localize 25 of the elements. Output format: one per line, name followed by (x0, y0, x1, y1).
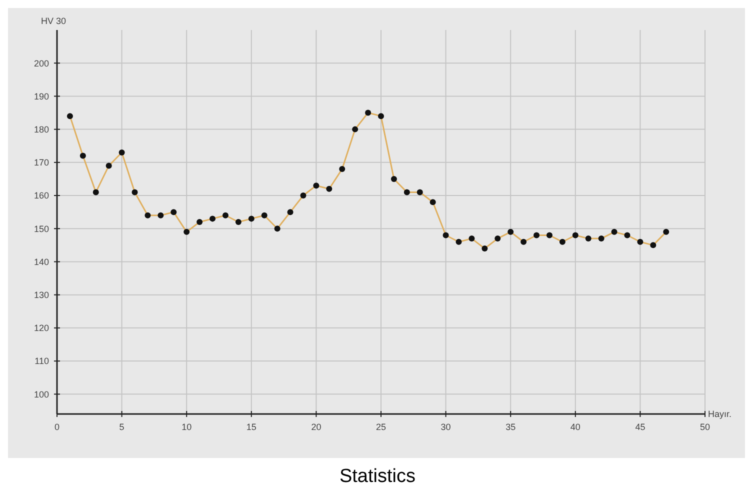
y-tick-label: 160 (34, 190, 49, 201)
x-tick-label: 50 (700, 422, 710, 432)
y-tick-label: 180 (34, 124, 49, 134)
x-tick-label: 25 (376, 422, 386, 432)
y-tick-label: 200 (34, 58, 49, 68)
x-tick-label: 10 (182, 422, 192, 432)
x-tick-label: 35 (506, 422, 516, 432)
y-tick-label: 170 (34, 158, 49, 168)
y-tick-label: 150 (34, 224, 49, 234)
x-tick-label: 0 (54, 422, 60, 432)
y-tick-label: 110 (34, 356, 49, 366)
y-tick-label: 100 (34, 389, 49, 400)
text: Statistics (339, 466, 416, 487)
x-tick-label: 5 (119, 422, 124, 432)
x-tick-label: 30 (440, 422, 451, 432)
y-tick-label: 130 (34, 290, 49, 300)
x-axis-title: Hayır. (708, 409, 732, 419)
y-tick-label: 190 (34, 91, 49, 102)
y-axis-title: HV 30 (41, 16, 66, 26)
x-tick-label: 45 (635, 422, 646, 432)
x-tick-label: 20 (311, 422, 322, 432)
x-tick-label: 15 (246, 422, 256, 432)
y-tick-label: 120 (34, 323, 49, 334)
y-tick-label: 140 (34, 256, 49, 267)
x-tick-label: 40 (570, 422, 580, 432)
